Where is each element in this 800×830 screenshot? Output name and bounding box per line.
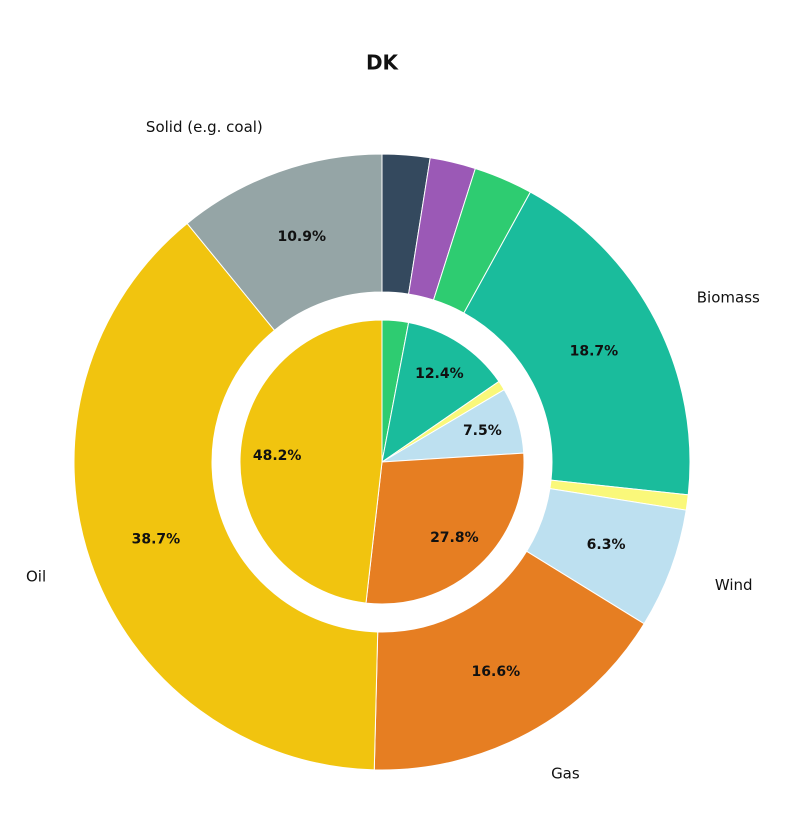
- slice-label: Oil: [26, 567, 46, 585]
- value-label: 18.7%: [570, 343, 619, 359]
- slice-label: Gas: [551, 765, 580, 783]
- value-label: 27.8%: [430, 530, 479, 546]
- value-label: 7.5%: [463, 423, 502, 439]
- slice-label: Wind: [715, 576, 753, 594]
- chart-title: DK: [366, 51, 400, 75]
- value-label: 16.6%: [472, 664, 521, 680]
- slice-label: Biomass: [697, 288, 760, 306]
- value-label: 38.7%: [132, 531, 181, 547]
- pie-slice: [365, 452, 525, 605]
- value-label: 6.3%: [587, 537, 626, 553]
- pie-slice: [186, 153, 383, 332]
- pie-slice: [463, 191, 691, 496]
- slice-label: Solid (e.g. coal): [146, 118, 263, 136]
- pie-slice: [373, 550, 645, 771]
- pie-slice: [239, 319, 383, 604]
- value-label: 10.9%: [277, 229, 326, 245]
- value-label: 12.4%: [415, 366, 464, 382]
- pie-slice: [73, 222, 379, 771]
- pie-slice: [381, 321, 500, 464]
- value-label: 48.2%: [253, 448, 302, 464]
